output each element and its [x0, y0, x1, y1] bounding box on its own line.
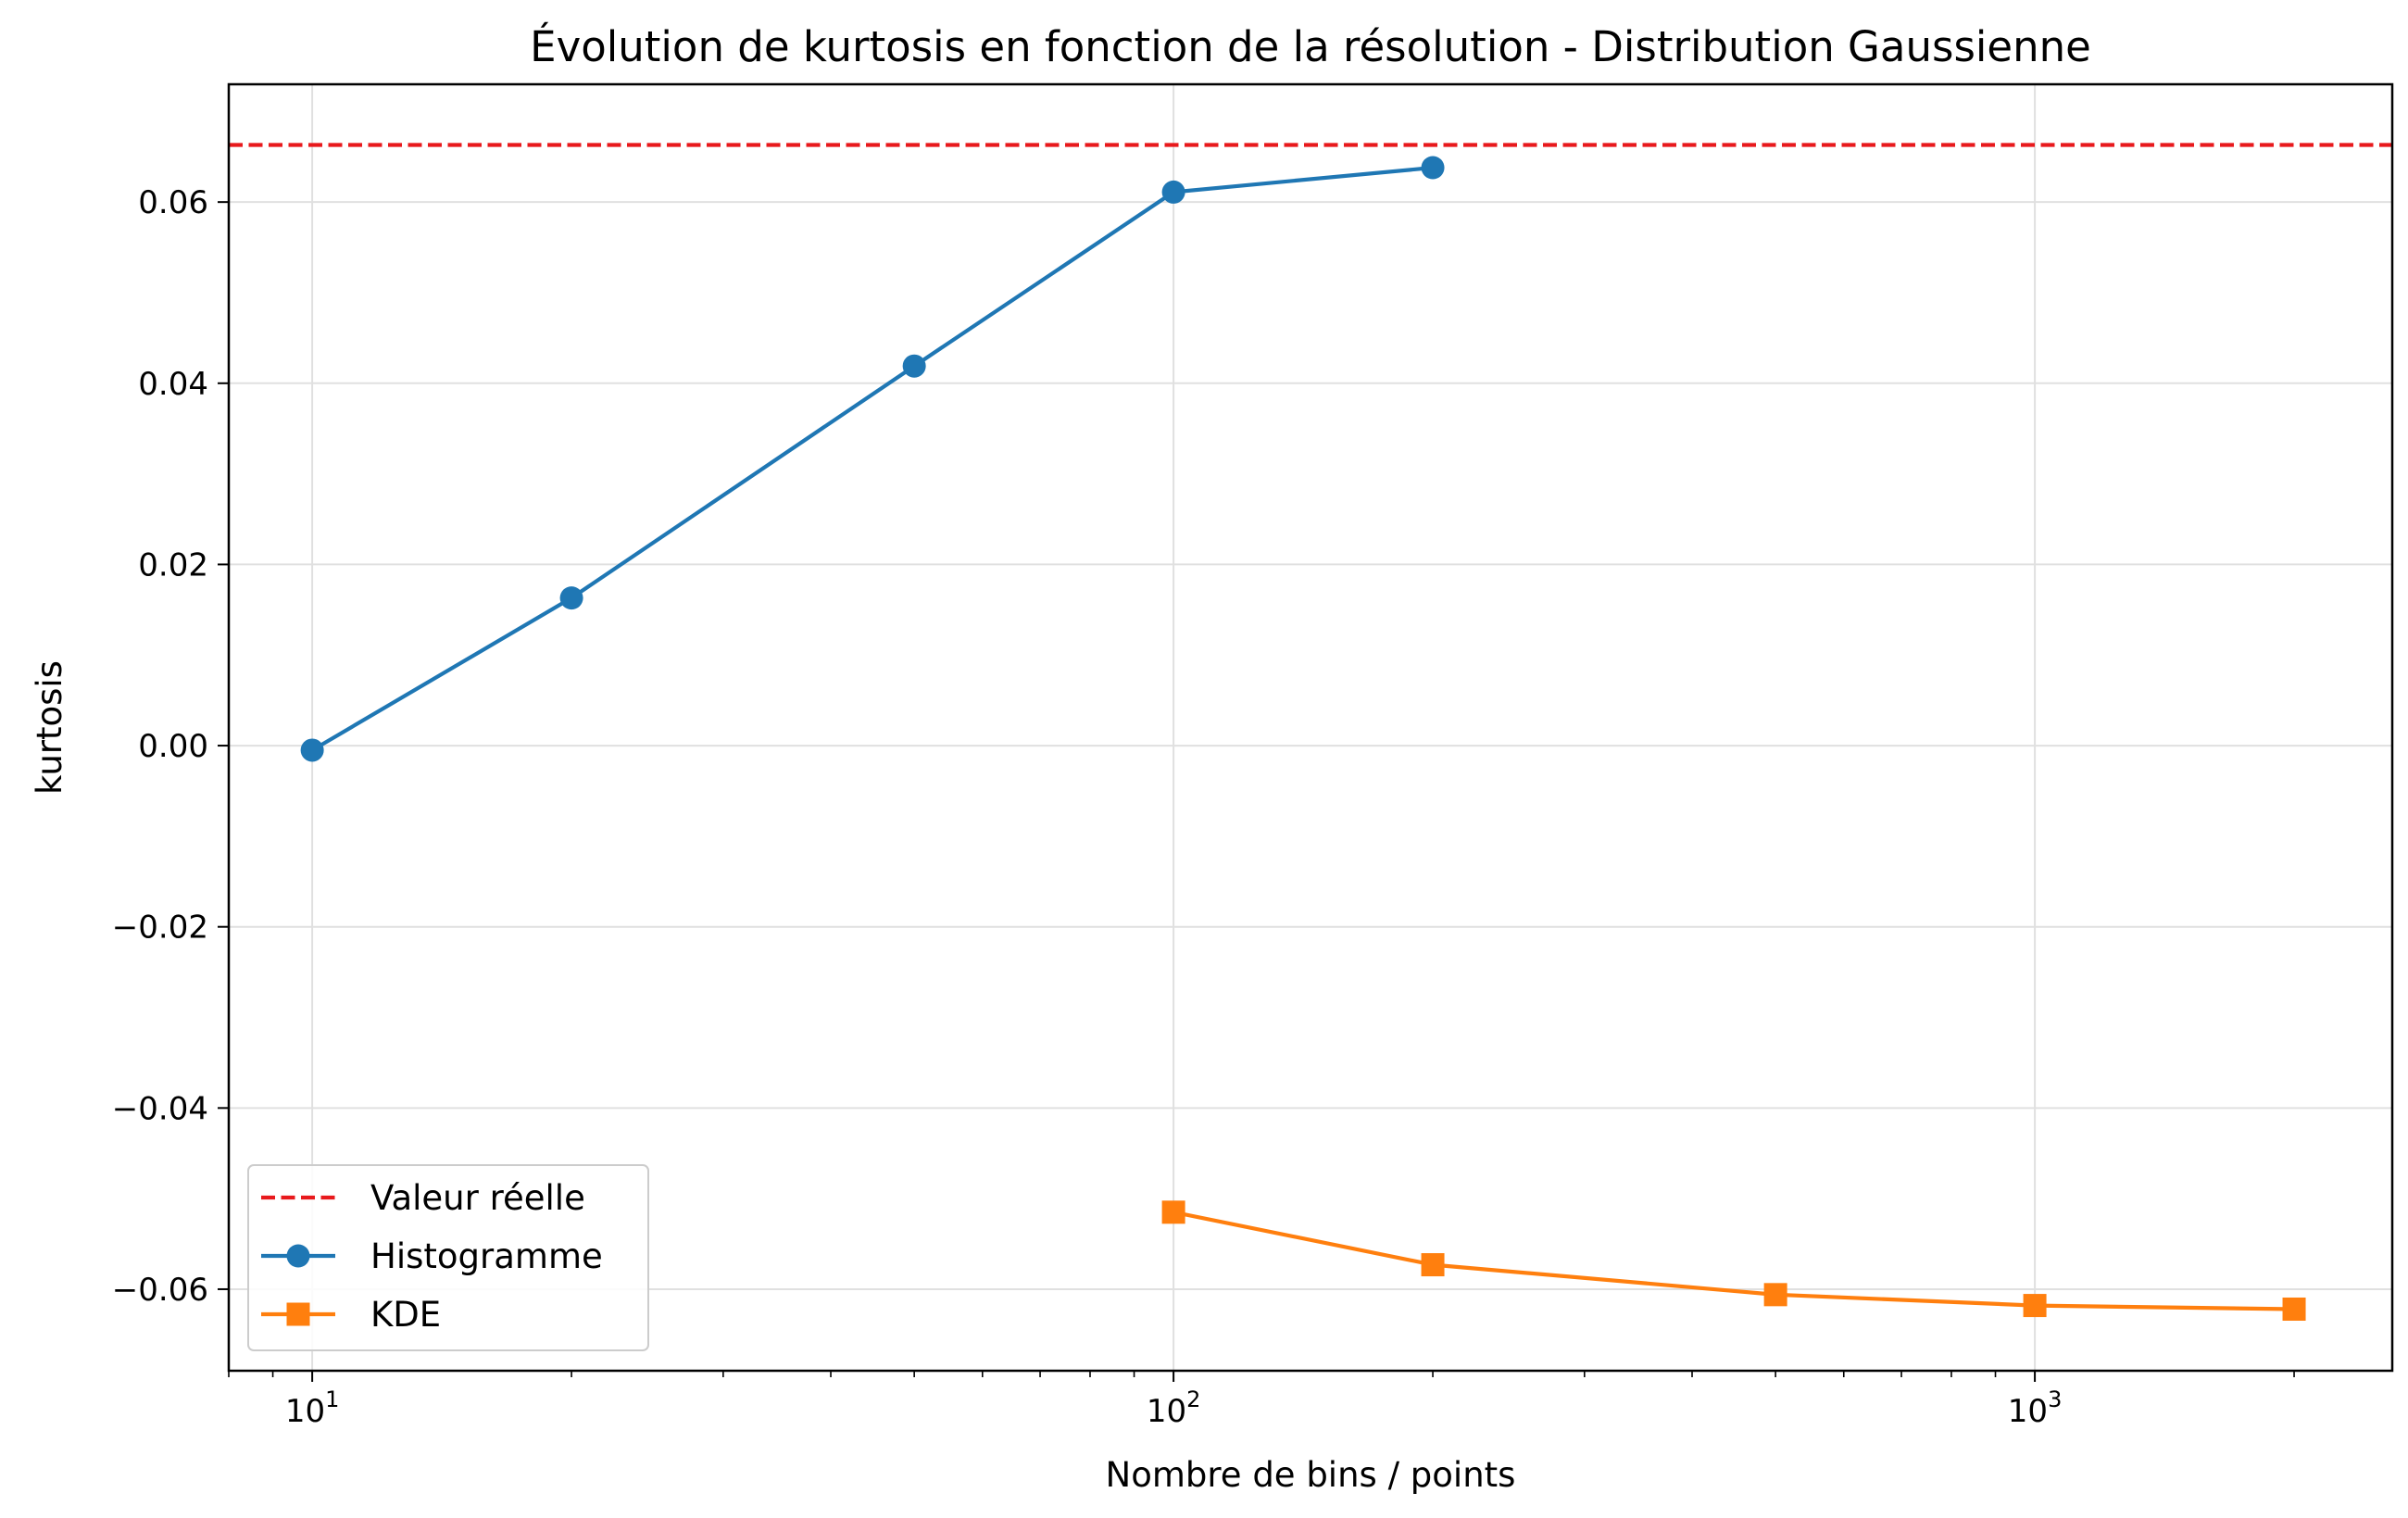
legend-item-histogramme: Histogramme	[261, 1236, 603, 1276]
data-point	[2282, 1297, 2306, 1321]
y-tick-label: 0.00	[138, 728, 208, 765]
legend-box	[247, 1164, 649, 1351]
x-tick-exponent: 2	[1186, 1386, 1200, 1412]
data-point	[1763, 1283, 1787, 1307]
grid-layer	[229, 84, 2392, 1371]
legend-label: KDE	[370, 1295, 441, 1335]
x-tick-exponent: 3	[2048, 1386, 2062, 1412]
data-point	[1421, 1253, 1445, 1277]
legend-swatch-marker	[286, 1244, 310, 1268]
x-tick-label: 101	[285, 1386, 340, 1430]
x-axis-label: Nombre de bins / points	[1106, 1455, 1516, 1495]
y-tick-label: −0.04	[112, 1090, 208, 1127]
legend-item-kde: KDE	[261, 1295, 441, 1335]
legend-label: Valeur réelle	[370, 1178, 585, 1218]
y-tick-label: 0.06	[138, 184, 208, 221]
x-tick-base: 10	[285, 1393, 325, 1430]
legend-item-reference: Valeur réelle	[261, 1178, 585, 1218]
data-point	[300, 738, 324, 762]
data-point	[902, 354, 926, 378]
chart-title: Évolution de kurtosis en fonction de la …	[530, 22, 2091, 71]
data-point	[559, 586, 583, 610]
data-point	[2023, 1294, 2047, 1318]
data-point	[1161, 180, 1185, 204]
data-point	[1421, 156, 1445, 180]
data-point	[1161, 1200, 1185, 1224]
y-tick-label: 0.02	[138, 546, 208, 583]
series-layer	[300, 156, 2306, 1321]
plot-frame	[227, 82, 2394, 1373]
legend-swatch-marker	[286, 1302, 310, 1326]
x-tick-exponent: 1	[325, 1386, 339, 1412]
x-tick-base: 10	[2008, 1393, 2048, 1430]
legend: Valeur réelle Histogramme KDE	[247, 1164, 649, 1351]
x-tick-base: 10	[1147, 1393, 1186, 1430]
y-tick-label: 0.04	[138, 366, 208, 403]
y-axis-label: kurtosis	[30, 660, 69, 795]
x-tick-label: 103	[2008, 1386, 2063, 1430]
x-tick-label: 102	[1147, 1386, 1201, 1430]
y-tick-label: −0.02	[112, 910, 208, 947]
legend-label: Histogramme	[370, 1236, 603, 1276]
y-tick-label: −0.06	[112, 1272, 208, 1309]
